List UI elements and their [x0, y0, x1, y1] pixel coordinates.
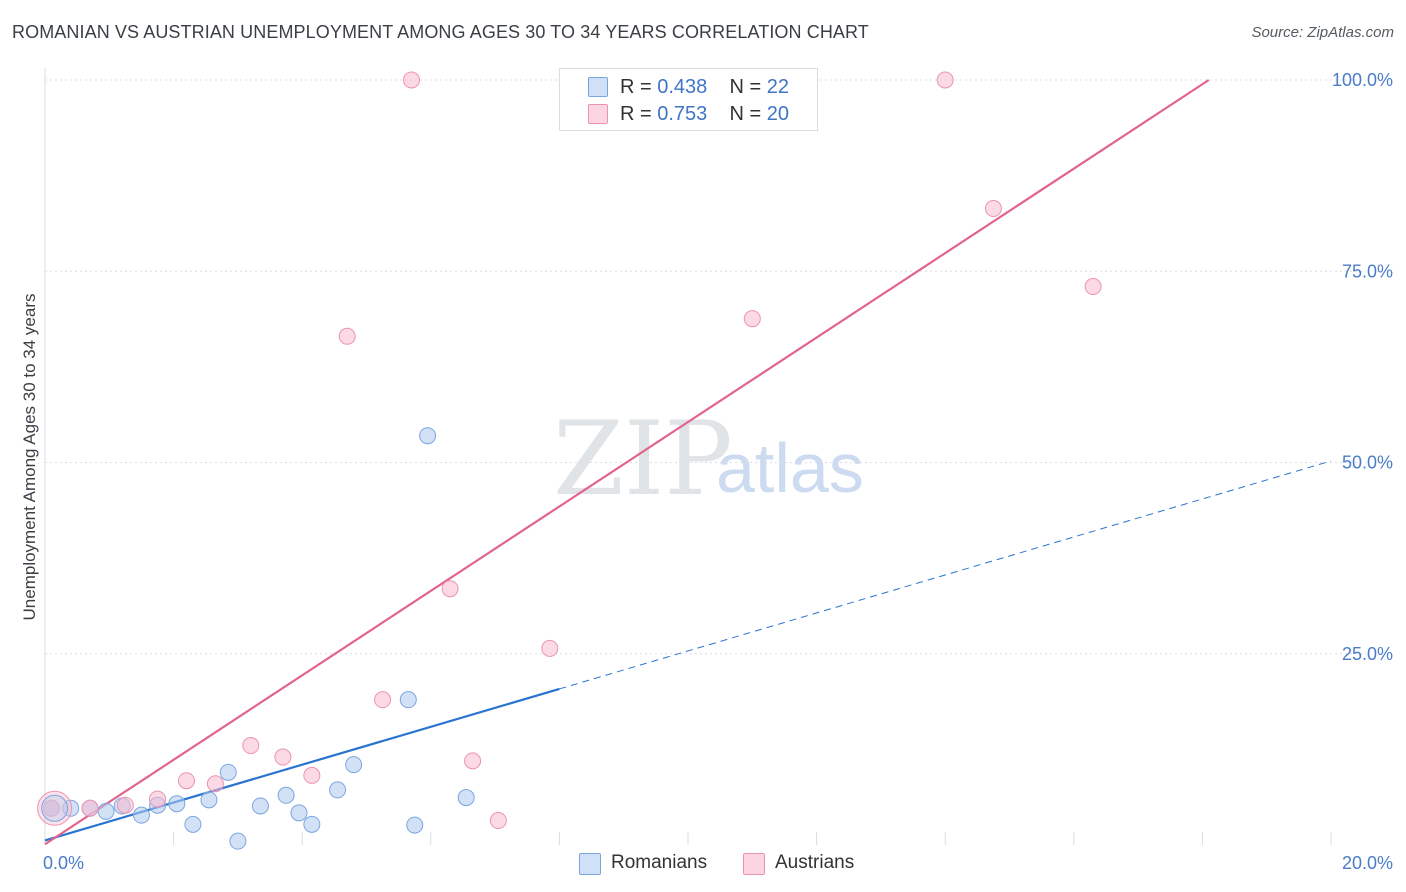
point-austrians: [274, 748, 292, 766]
watermark-zip: ZIP: [553, 400, 733, 519]
trend-romanians-dashed: [559, 460, 1332, 690]
y-axis-label: Unemployment Among Ages 30 to 34 years: [20, 294, 39, 621]
point-romanians: [184, 815, 202, 833]
point-austrians: [1084, 278, 1102, 296]
point-austrians: [743, 310, 761, 328]
bottom-swatch-romanians: [579, 853, 601, 875]
point-romanians: [97, 802, 115, 820]
point-romanians: [132, 806, 150, 824]
legend-n-value-austrians: 20: [766, 102, 790, 125]
axes: [44, 68, 1332, 845]
trend-romanians: [44, 687, 560, 842]
stats-legend: R = 0.438 N = 22 R = 0.753 N = 20: [559, 68, 818, 131]
point-romanians: [290, 804, 308, 822]
y-tick-label: 50.0%: [1342, 453, 1393, 473]
point-austrians: [984, 200, 1002, 218]
point-romanians: [229, 832, 247, 850]
point-romanians: [303, 815, 321, 833]
legend-n-value-romanians: 22: [766, 75, 790, 98]
data-points: [37, 71, 1102, 850]
point-romanians: [406, 816, 424, 834]
watermark-atlas: atlas: [716, 429, 864, 507]
point-austrians: [177, 772, 195, 790]
legend-r-value-romanians: 0.438: [657, 75, 708, 98]
point-austrians: [303, 766, 321, 784]
point-romanians: [345, 756, 363, 774]
legend-r-label: R =: [620, 102, 658, 125]
point-austrians: [242, 737, 260, 755]
x-tick-label: 20.0%: [1342, 853, 1393, 873]
legend-romanians-text: R = 0.438 N = 22: [620, 76, 789, 99]
tick-labels: 100.0% 75.0% 50.0% 25.0% 0.0% 20.0%: [43, 70, 1393, 873]
point-romanians: [457, 789, 475, 807]
point-austrians: [489, 812, 507, 830]
point-romanians: [251, 797, 269, 815]
grid: [45, 79, 1366, 655]
source-label: Source: ZipAtlas.com: [1251, 24, 1394, 41]
point-austrians: [42, 799, 60, 817]
point-austrians: [116, 796, 134, 814]
point-austrians: [206, 775, 224, 793]
x-tick-label: 0.0%: [43, 853, 84, 873]
bottom-label-romanians: Romanians: [611, 852, 708, 873]
point-romanians: [168, 795, 186, 813]
point-romanians: [329, 781, 347, 799]
point-romanians: [399, 691, 417, 709]
legend-swatch-romanians: [588, 77, 608, 97]
point-romanians: [277, 786, 295, 804]
legend-n-label: N =: [729, 75, 767, 98]
point-cluster-romanians: [41, 794, 69, 822]
legend-r-label: R =: [620, 75, 658, 98]
point-romanians: [200, 791, 218, 809]
y-tick-label: 75.0%: [1342, 261, 1393, 281]
y-tick-label: 25.0%: [1342, 644, 1393, 664]
point-austrians: [374, 691, 392, 709]
bottom-label-austrians: Austrians: [775, 852, 855, 873]
point-austrians: [81, 799, 99, 817]
point-austrians: [464, 752, 482, 770]
point-romanians: [219, 763, 237, 781]
legend-r-value-austrians: 0.753: [657, 102, 708, 125]
trend-lines: [44, 79, 1332, 846]
point-austrians: [149, 790, 167, 808]
legend-n-label: N =: [729, 102, 767, 125]
point-austrians: [338, 327, 356, 345]
point-austrians: [936, 71, 954, 89]
legend-austrians-text: R = 0.753 N = 20: [620, 103, 789, 126]
point-austrians: [541, 639, 559, 657]
bottom-swatch-austrians: [743, 853, 765, 875]
point-romanians: [419, 427, 437, 445]
legend-swatch-austrians: [588, 104, 608, 124]
point-austrians: [441, 580, 459, 598]
trend-austrians: [44, 79, 1210, 846]
y-tick-label: 100.0%: [1332, 70, 1393, 90]
chart-title: ROMANIAN VS AUSTRIAN UNEMPLOYMENT AMONG …: [12, 22, 869, 42]
point-austrians: [403, 71, 421, 89]
point-cluster-austrians: [37, 790, 73, 826]
